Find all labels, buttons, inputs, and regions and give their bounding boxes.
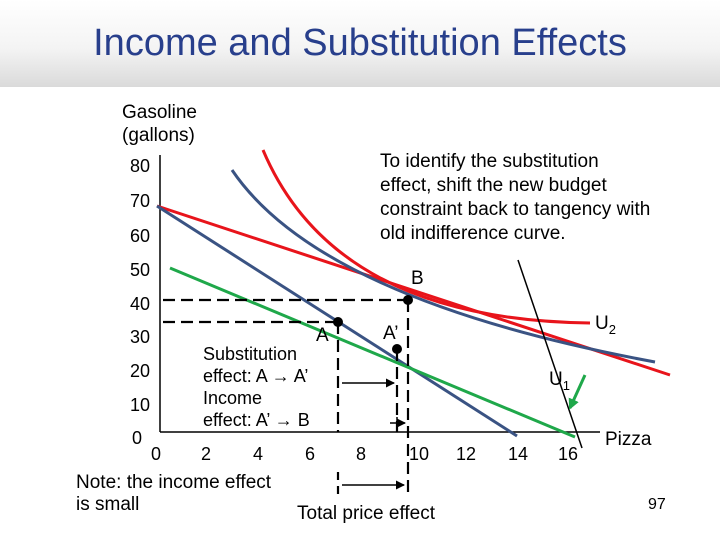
y-tick-label: 40	[129, 294, 150, 314]
x-tick-label: 12	[455, 444, 477, 464]
income-detail: effect: A’ → B	[203, 410, 310, 430]
y-tick-label: 10	[129, 395, 150, 415]
callout-line: effect, shift the new budget	[380, 175, 607, 196]
y-tick-label: 80	[129, 156, 150, 176]
x-axis-label: Pizza	[605, 429, 652, 450]
shift-arrow	[568, 374, 587, 410]
x-tick-label: 14	[507, 444, 529, 464]
note-line: is small	[76, 494, 140, 515]
point-b-dot	[403, 295, 413, 305]
x-tick-label: 2	[200, 444, 211, 464]
curve-label-u1-sub: 1	[562, 377, 570, 393]
title-bar	[0, 0, 720, 87]
y-tick-label: 0	[132, 428, 143, 448]
substitution-detail: effect: A → A’	[203, 366, 309, 386]
total-price-effect-label: Total price effect	[297, 503, 436, 524]
y-tick-label: 20	[129, 361, 150, 381]
x-tick-label: 0	[150, 444, 161, 464]
x-tick-label: 4	[252, 444, 263, 464]
curve-label-u2-base: U	[595, 313, 609, 334]
callout-line: old indifference curve.	[380, 223, 566, 244]
callout-line: To identify the substitution	[380, 151, 599, 172]
y-tick-label: 70	[129, 191, 150, 211]
y-axis-label-line2: (gallons)	[122, 125, 195, 146]
x-tick-label: 8	[355, 444, 366, 464]
x-tick-label: 16	[557, 444, 579, 464]
indifference-curve-u1	[230, 169, 656, 364]
y-tick-label: 30	[129, 327, 150, 347]
x-tick-label: 6	[304, 444, 315, 464]
curve-label-u1: U1	[549, 369, 570, 393]
callout-line: constraint back to tangency with	[380, 199, 651, 220]
slide-title: Income and Substitution Effects	[93, 22, 627, 64]
y-axis-label: Gasoline (gallons)	[122, 101, 197, 147]
callout-text: To identify the substitution effect, shi…	[380, 150, 650, 246]
page-number: 97	[648, 496, 666, 513]
income-label: Income	[203, 388, 263, 408]
substitution-label: Substitution	[203, 344, 298, 364]
y-tick-label: 60	[129, 226, 150, 246]
indifference-curve-u2	[261, 149, 591, 325]
callout-pointer	[517, 259, 583, 449]
y-tick-label: 50	[129, 260, 150, 280]
curve-label-u1-base: U	[549, 369, 563, 390]
shifted-budget-line	[169, 266, 576, 439]
point-a-label: A	[316, 325, 329, 346]
point-b-label: B	[411, 268, 424, 289]
curve-label-u2-sub: 2	[608, 321, 616, 337]
y-axis-label-line1: Gasoline	[122, 102, 197, 123]
note-text: Note: the income effect is small	[76, 472, 271, 516]
point-a-dot	[333, 317, 343, 327]
effects-annotation: Substitution effect: A → A’ Income effec…	[203, 343, 310, 431]
point-aprime-dot	[392, 344, 402, 354]
curve-label-u2: U2	[595, 313, 616, 337]
note-line: Note: the income effect	[76, 472, 272, 493]
point-aprime-label: A’	[383, 323, 399, 344]
x-tick-label: 10	[408, 444, 430, 464]
